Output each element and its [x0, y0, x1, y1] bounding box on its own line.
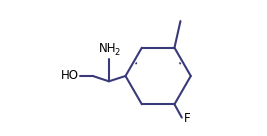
Text: F: F — [184, 112, 190, 125]
Text: HO: HO — [61, 69, 78, 83]
Text: NH: NH — [99, 42, 116, 55]
Text: 2: 2 — [114, 48, 119, 57]
